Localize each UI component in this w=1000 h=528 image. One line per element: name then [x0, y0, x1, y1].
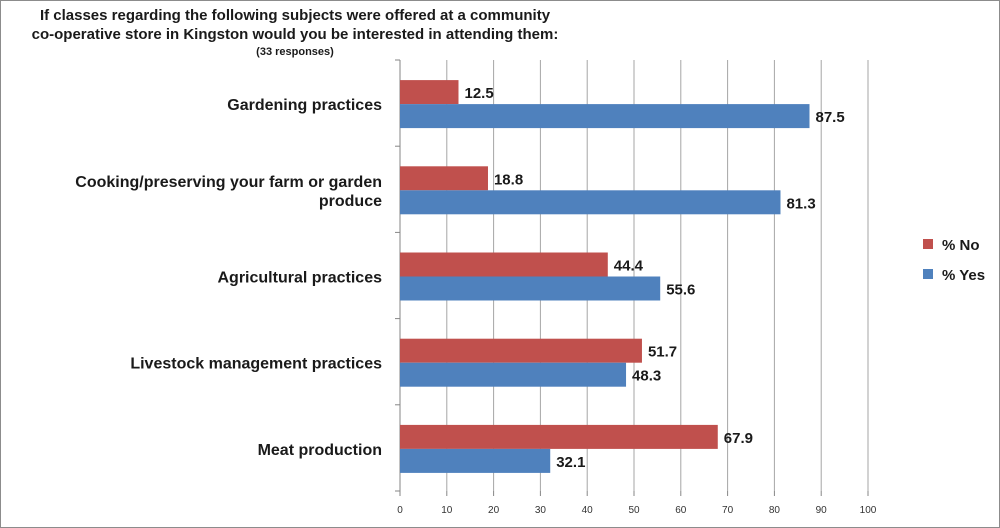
chart-title-line-1: If classes regarding the following subje…: [39, 7, 551, 24]
data-label: 32.1: [556, 454, 585, 471]
chart-title: If classes regarding the following subje…: [10, 6, 580, 60]
bar-no: [400, 166, 488, 191]
bar-yes: [400, 276, 661, 301]
category-label: Livestock management practices: [130, 356, 382, 373]
bar-yes: [400, 190, 781, 215]
chart-title-line-2: co-operative store in Kingston would you…: [31, 26, 559, 43]
data-label: 48.3: [632, 368, 661, 385]
legend-swatch-no: [923, 239, 933, 249]
category-label: produce: [319, 193, 382, 210]
x-tick-label: 100: [860, 505, 877, 516]
data-label: 67.9: [724, 430, 753, 447]
x-tick-label: 0: [397, 505, 403, 516]
data-label: 87.5: [816, 109, 845, 126]
bar-yes: [400, 104, 810, 129]
x-tick-label: 90: [816, 505, 828, 516]
x-tick-label: 50: [628, 505, 640, 516]
bar-no: [400, 338, 642, 363]
data-label: 55.6: [666, 282, 695, 299]
x-tick-label: 80: [769, 505, 781, 516]
x-tick-label: 30: [535, 505, 547, 516]
category-label: Agricultural practices: [218, 270, 383, 287]
bar-no: [400, 80, 459, 105]
bar-yes: [400, 448, 551, 473]
bar-no: [400, 424, 718, 449]
data-label: 18.8: [494, 171, 523, 188]
legend-swatch-yes: [923, 269, 933, 279]
data-label: 51.7: [648, 344, 677, 361]
category-label: Meat production: [258, 442, 382, 459]
bar-yes: [400, 362, 627, 387]
category-label: Gardening practices: [227, 97, 382, 114]
data-label: 12.5: [465, 85, 494, 102]
x-tick-label: 40: [582, 505, 594, 516]
data-label: 81.3: [786, 195, 815, 212]
legend-label: % No: [942, 237, 980, 254]
x-tick-label: 70: [722, 505, 734, 516]
data-label: 44.4: [614, 258, 644, 275]
legend-label: % Yes: [942, 267, 985, 284]
bar-no: [400, 252, 608, 277]
category-label: Cooking/preserving your farm or garden: [75, 174, 382, 191]
x-tick-label: 60: [675, 505, 687, 516]
chart-subtitle: (33 responses): [256, 46, 334, 58]
x-tick-label: 10: [441, 505, 453, 516]
x-tick-label: 20: [488, 505, 500, 516]
